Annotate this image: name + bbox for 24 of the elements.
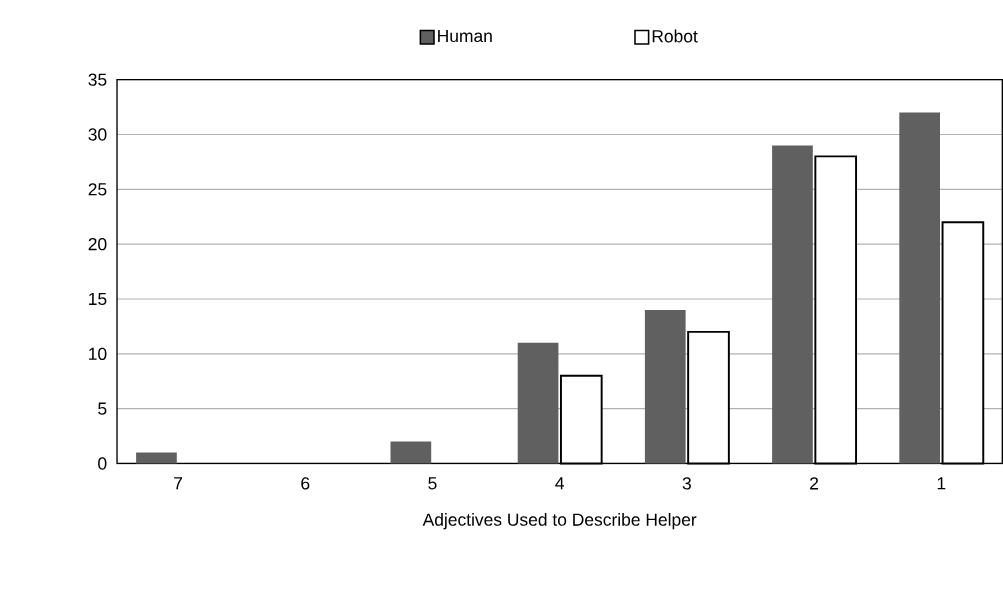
bar [644, 310, 686, 464]
bar [772, 145, 813, 464]
legend-label: Robot [652, 29, 698, 43]
x-tick-label: 4 [555, 477, 565, 490]
y-tick-label: 30 [88, 128, 107, 141]
x-tick-label: 3 [682, 477, 691, 490]
y-tick-label: 25 [88, 183, 107, 196]
y-tick-label: 5 [98, 402, 107, 415]
x-tick-label: 1 [937, 477, 946, 490]
y-tick-label: 15 [89, 292, 107, 306]
bar [136, 452, 177, 464]
x-tick-label: 5 [428, 477, 437, 490]
y-tick-label: 10 [89, 347, 107, 361]
bar [390, 441, 432, 464]
bar [517, 342, 559, 464]
x-tick-label: 7 [174, 477, 183, 490]
legend-label: Human [438, 30, 492, 43]
x-tick-label: 2 [810, 477, 819, 490]
y-tick-label: 35 [88, 73, 107, 86]
bar [899, 112, 941, 464]
y-tick-label: 0 [98, 457, 107, 470]
x-axis-title: Adjectives Used to Describe Helper [422, 513, 697, 530]
y-tick-label: 20 [88, 238, 107, 251]
x-tick-label: 6 [301, 477, 310, 490]
